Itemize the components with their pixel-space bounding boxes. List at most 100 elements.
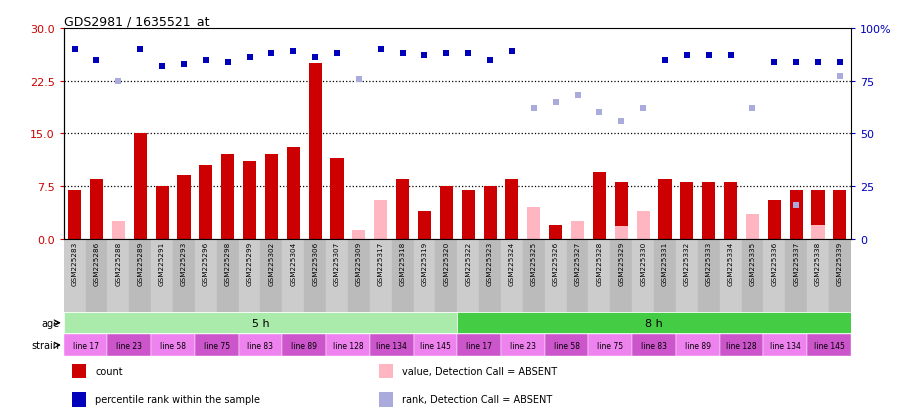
Point (811, 59, 825, 66)
Bar (151, 335, 195, 356)
Text: GSM225324: GSM225324 (509, 241, 515, 285)
Bar (523, 239, 545, 312)
Bar (483, 187, 497, 239)
Bar (68, 190, 81, 239)
Bar (545, 239, 567, 312)
Bar (90, 180, 103, 239)
Text: age: age (41, 318, 59, 328)
Point (286, 49, 300, 55)
Text: 8 h: 8 h (645, 318, 663, 328)
Bar (501, 239, 523, 312)
Bar (134, 134, 147, 239)
Bar (549, 225, 562, 239)
Bar (659, 180, 672, 239)
Bar (681, 183, 693, 239)
Bar (129, 239, 151, 312)
Bar (64, 239, 86, 312)
Point (155, 64, 169, 70)
Bar (156, 187, 168, 239)
Text: GSM225283: GSM225283 (72, 241, 77, 285)
Text: GSM225328: GSM225328 (596, 241, 602, 285)
Text: GSM225327: GSM225327 (574, 241, 581, 285)
Bar (724, 183, 737, 239)
Bar (260, 239, 282, 312)
Text: GSM225289: GSM225289 (137, 241, 143, 285)
Bar (785, 239, 807, 312)
Bar (812, 190, 824, 239)
Text: GSM225307: GSM225307 (334, 241, 340, 285)
Bar (571, 222, 584, 239)
Text: GSM225330: GSM225330 (640, 241, 646, 285)
Text: line 134: line 134 (376, 341, 407, 350)
Bar (698, 239, 720, 312)
Point (592, 110, 607, 116)
Text: line 83: line 83 (248, 341, 274, 350)
Text: line 23: line 23 (116, 341, 142, 350)
Text: GSM225319: GSM225319 (421, 241, 428, 285)
Bar (369, 335, 413, 356)
Text: line 89: line 89 (685, 341, 711, 350)
Point (505, 49, 520, 55)
Text: line 128: line 128 (333, 341, 363, 350)
Bar (589, 239, 611, 312)
Text: GSM225317: GSM225317 (378, 241, 384, 285)
Bar (64, 335, 107, 356)
Text: GSM225331: GSM225331 (662, 241, 668, 285)
Bar (435, 239, 457, 312)
Bar (457, 312, 851, 334)
Bar (505, 180, 519, 239)
Bar (790, 190, 803, 239)
Text: GSM225320: GSM225320 (443, 241, 450, 285)
Text: line 145: line 145 (814, 341, 844, 350)
Text: line 58: line 58 (553, 341, 580, 350)
Point (636, 105, 651, 112)
Bar (480, 239, 501, 312)
Bar (177, 176, 190, 239)
Text: count: count (96, 366, 123, 376)
Text: GDS2981 / 1635521_at: GDS2981 / 1635521_at (64, 15, 209, 28)
Text: line 75: line 75 (597, 341, 623, 350)
Text: strain: strain (31, 340, 59, 350)
Point (373, 47, 388, 53)
Bar (379, 392, 393, 407)
Bar (614, 183, 628, 239)
Bar (107, 335, 151, 356)
Text: line 128: line 128 (726, 341, 757, 350)
Text: GSM225336: GSM225336 (772, 241, 777, 285)
Text: GSM225296: GSM225296 (203, 241, 208, 285)
Bar (720, 239, 742, 312)
Text: GSM225309: GSM225309 (356, 241, 362, 285)
Point (351, 76, 366, 83)
Point (220, 59, 235, 66)
Bar (326, 239, 348, 312)
Text: GSM225293: GSM225293 (181, 241, 187, 285)
Bar (614, 226, 628, 239)
Point (789, 59, 804, 66)
Bar (396, 180, 410, 239)
Bar (238, 239, 260, 312)
Text: GSM225304: GSM225304 (290, 241, 297, 285)
Bar (457, 239, 480, 312)
Bar (720, 335, 763, 356)
Text: GSM225339: GSM225339 (837, 241, 843, 285)
Text: line 75: line 75 (204, 341, 230, 350)
Point (702, 53, 716, 59)
Point (308, 55, 322, 62)
Point (395, 51, 410, 57)
Text: percentile rank within the sample: percentile rank within the sample (96, 394, 260, 404)
Text: GSM225306: GSM225306 (312, 241, 318, 285)
Text: GSM225335: GSM225335 (750, 241, 755, 285)
Bar (173, 239, 195, 312)
Point (329, 51, 344, 57)
Point (833, 74, 847, 81)
Bar (807, 335, 851, 356)
Point (723, 53, 738, 59)
Point (89, 57, 104, 64)
Bar (413, 335, 457, 356)
Point (745, 105, 760, 112)
Text: line 89: line 89 (291, 341, 318, 350)
Bar (589, 335, 632, 356)
Bar (195, 335, 238, 356)
Point (439, 51, 453, 57)
Text: GSM225329: GSM225329 (618, 241, 624, 285)
